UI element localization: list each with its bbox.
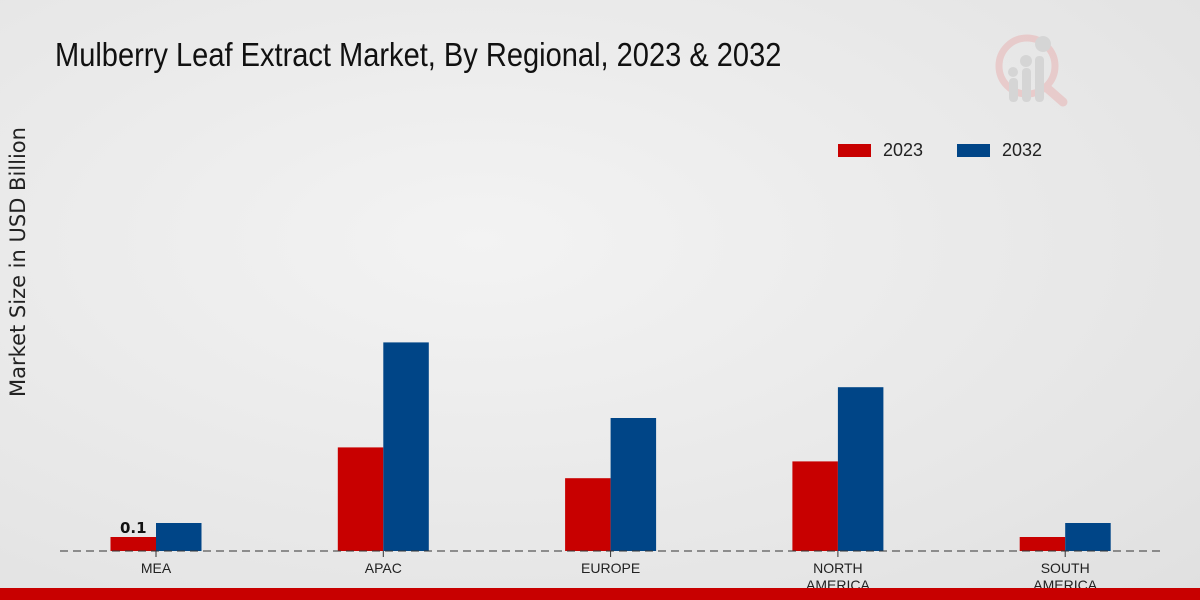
brand-logo-icon (995, 34, 1068, 107)
chart-title: Mulberry Leaf Extract Market, By Regiona… (55, 36, 782, 73)
bar-2032-apac (383, 342, 429, 551)
x-tick-label: MEA (141, 560, 172, 576)
bar-2032-north-america (837, 387, 884, 551)
legend-swatch-2023 (838, 144, 871, 157)
legend-label-2032: 2032 (1002, 140, 1043, 160)
bar-2032-mea (156, 523, 202, 551)
x-tick-label: APAC (365, 560, 402, 576)
legend-swatch-2032 (957, 144, 990, 157)
data-label: 0.1 (120, 519, 147, 537)
legend-item-2023: 2023 (838, 140, 923, 161)
legend-item-2032: 2032 (957, 140, 1042, 161)
bar-2032-south-america (1065, 523, 1111, 551)
legend-label-2023: 2023 (883, 140, 924, 160)
bar-2032-europe (610, 418, 657, 551)
x-tick-label: EUROPE (581, 560, 640, 576)
bar-2023-south-america (1019, 537, 1066, 551)
bar-2023-mea (110, 537, 156, 551)
bar-2023-europe (565, 478, 611, 551)
footer-bar (0, 588, 1200, 600)
bar-2023-north-america (792, 461, 838, 551)
bar-2023-apac (337, 447, 384, 551)
